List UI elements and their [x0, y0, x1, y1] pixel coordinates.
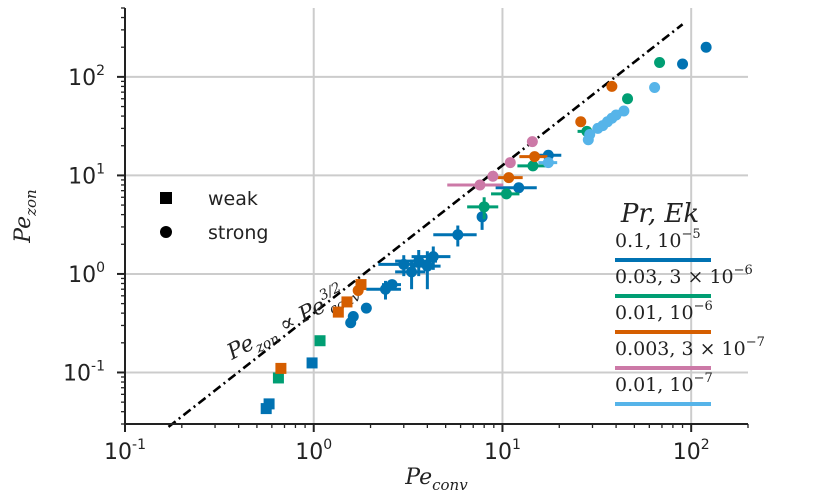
x-tick-label: 100: [295, 437, 332, 465]
color-legend-entry-exponent: −5: [681, 227, 700, 242]
data-point-circle: [386, 279, 398, 291]
data-point-circle: [504, 157, 516, 169]
x-tick-label: 102: [673, 437, 710, 465]
y-tick-label: 101: [68, 161, 105, 189]
x-tick-labels: 10-1 100 101 102: [104, 437, 710, 465]
data-point-circle: [529, 151, 541, 163]
color-legend: Pr, Ek0.1, 10−50.03, 3 × 10−60.01, 10−60…: [615, 199, 765, 406]
legend-strong-label: strong: [208, 222, 268, 244]
x-tick-exponent: 2: [701, 437, 710, 453]
x-tick-label: 101: [484, 437, 521, 465]
data-point-circle: [649, 82, 661, 94]
y-tick-exponent: 1: [96, 161, 105, 177]
y-tick-label: 102: [68, 63, 105, 91]
legend-square-marker: [160, 192, 172, 204]
x-tick-exponent: -1: [132, 437, 146, 453]
legend-circle-marker: [160, 226, 172, 238]
y-tick-base: 10: [68, 263, 96, 288]
y-tick-exponent: -1: [91, 358, 105, 374]
grid-lines: [124, 8, 748, 424]
fit-line-label: Pezon ∝ Pe3/2conv: [220, 273, 363, 369]
color-legend-entry-exponent: −7: [746, 335, 765, 350]
data-point-square: [306, 357, 318, 369]
data-point-square: [314, 335, 326, 347]
axes: [117, 7, 749, 432]
data-point-square: [355, 279, 367, 291]
data-point-square: [263, 398, 275, 410]
color-legend-entry-text: 0.01, 10: [615, 374, 694, 396]
data-point-circle: [406, 266, 418, 278]
color-legend-entry-text: 0.1, 10: [615, 230, 681, 252]
y-axis-label-sub: zon: [22, 189, 40, 217]
y-tick-base: 10: [68, 66, 96, 91]
color-legend-entry-exponent: −6: [734, 263, 753, 278]
x-tick-base: 10: [104, 440, 132, 465]
data-point-circle: [503, 172, 515, 184]
x-axis-label-base: Pe: [404, 465, 432, 490]
x-tick-exponent: 1: [512, 437, 521, 453]
color-legend-entry-text: 0.003, 3 × 10: [615, 338, 746, 360]
legend-weak-label: weak: [208, 188, 258, 210]
data-point-square: [275, 362, 287, 374]
color-legend-entry-exponent: −6: [694, 299, 713, 314]
data-point-circle: [421, 260, 433, 272]
data-point-circle: [677, 58, 689, 70]
x-tick-base: 10: [295, 440, 323, 465]
data-point-square: [332, 306, 344, 318]
x-tick-exponent: 0: [323, 437, 332, 453]
y-tick-label: 10-1: [63, 358, 105, 386]
color-legend-entry-label: 0.01, 10−6: [615, 299, 713, 324]
color-legend-entry-label: 0.003, 3 × 10−7: [615, 335, 765, 360]
data-point-circle: [347, 310, 359, 322]
data-point-circle: [413, 255, 425, 267]
data-point-circle: [487, 170, 499, 182]
data-point-circle: [478, 201, 490, 213]
data-point-circle: [618, 105, 630, 117]
color-legend-entry-label: 0.1, 10−5: [615, 227, 701, 252]
y-tick-base: 10: [63, 361, 91, 386]
data-point-circle: [474, 179, 486, 191]
data-point-circle: [476, 211, 488, 223]
data-point-circle: [500, 188, 512, 200]
x-axis-label: Peconv: [404, 465, 468, 494]
y-tick-exponent: 0: [96, 260, 105, 276]
color-legend-entry-label: 0.01, 10−7: [615, 371, 713, 396]
x-tick-base: 10: [484, 440, 512, 465]
data-point-circle: [526, 136, 538, 148]
color-legend-title: Pr, Ek: [620, 199, 699, 229]
data-point-square: [341, 296, 353, 308]
data-point-circle: [700, 41, 712, 53]
y-tick-exponent: 2: [96, 63, 105, 79]
y-tick-label: 100: [68, 260, 105, 288]
data-point-circle: [622, 93, 634, 105]
data-point-circle: [513, 182, 525, 194]
data-point-circle: [606, 80, 618, 92]
y-axis-label-base: Pe: [11, 216, 36, 244]
data-point-square: [272, 372, 284, 384]
data-point-circle: [654, 56, 666, 68]
fit-line-path: [167, 23, 684, 428]
color-legend-entry-text: 0.03, 3 × 10: [615, 266, 734, 288]
data-point-circle: [360, 302, 372, 314]
color-legend-entry-exponent: −7: [694, 371, 713, 386]
fit-label-lhs: Pe: [222, 331, 258, 366]
color-legend-entry-text: 0.01, 10: [615, 302, 694, 324]
marker-legend: weak strong: [160, 188, 268, 244]
data-point-circle: [542, 157, 554, 169]
data-point-circle: [527, 160, 539, 172]
data-point-circle: [452, 229, 464, 241]
data-point-circle: [584, 129, 596, 141]
x-tick-base: 10: [673, 440, 701, 465]
y-tick-base: 10: [68, 164, 96, 189]
data-points: [260, 41, 712, 415]
x-tick-label: 10-1: [104, 437, 146, 465]
data-point-circle: [427, 251, 439, 263]
data-point-circle: [575, 116, 587, 128]
color-legend-entry-label: 0.03, 3 × 10−6: [615, 263, 753, 288]
x-axis-label-sub: conv: [432, 476, 468, 494]
y-axis-label: Pezon: [11, 189, 40, 243]
